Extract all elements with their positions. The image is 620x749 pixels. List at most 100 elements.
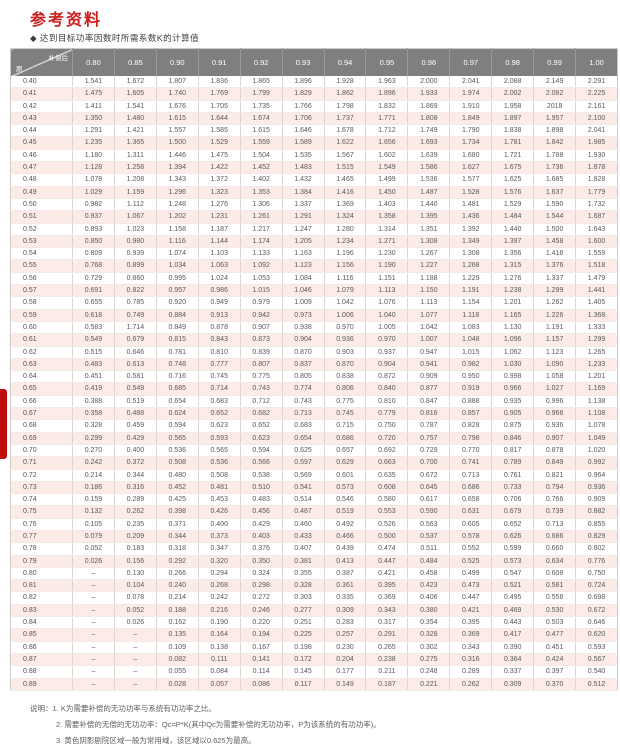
row-label: 0.57: [10, 284, 73, 298]
table-cell: 0.309: [323, 604, 366, 618]
table-cell: 0.480: [155, 469, 199, 482]
table-cell: 1.788: [533, 149, 576, 163]
row-label: 0.75: [10, 505, 73, 519]
table-cell: 0.055: [155, 665, 199, 679]
table-cell: 0.235: [113, 518, 157, 531]
table-cell: 1.230: [365, 247, 408, 261]
column-header: 0.91: [197, 48, 241, 76]
table-cell: 0.500: [365, 530, 408, 544]
table-cell: 0.328: [407, 628, 450, 642]
table-row: 0.80–0.130 0.266 0.294 0.324 0.355 0.387 0.421…: [10, 567, 618, 581]
table-cell: 0.079: [72, 530, 115, 544]
table-cell: 1.291: [281, 210, 325, 224]
table-cell: 0.787: [407, 419, 450, 433]
table-cell: 0.429: [113, 432, 157, 445]
table-cell: 0.515: [72, 346, 115, 359]
table-cell: 0.549: [72, 333, 115, 347]
table-cell: 0.473: [449, 579, 492, 593]
table-cell: 0.390: [491, 641, 534, 654]
table-cell: 0.242: [197, 591, 241, 605]
table-cell: 0.487: [281, 505, 325, 519]
row-label: 0.51: [10, 210, 73, 224]
row-label: 0.47: [10, 161, 73, 175]
table-row: 0.47 1.128 1.258 1.394 1.422 1.452 1.483 1.515 1…: [10, 161, 618, 175]
table-cell: 1.600: [575, 235, 618, 249]
table-cell: 0.837: [281, 358, 325, 372]
table-cell: 1.799: [239, 87, 283, 101]
table-cell: 0.156: [113, 555, 157, 568]
row-label: 0.43: [10, 112, 73, 126]
table-cell: 0.135: [155, 628, 199, 642]
table-cell: 0.658: [449, 493, 492, 507]
table-cell: 1.343: [155, 173, 199, 187]
table-cell: 0.713: [449, 469, 492, 482]
table-cell: 0.447: [365, 555, 408, 568]
table-cell: 0.739: [533, 505, 576, 519]
table-cell: 1.027: [533, 382, 576, 396]
table-cell: 0.620: [575, 628, 618, 642]
table-cell: 2.000: [407, 76, 450, 89]
table-cell: 0.451: [72, 370, 115, 384]
table-cell: 1.048: [449, 333, 492, 347]
table-cell: 0.466: [323, 530, 366, 544]
table-cell: 0.483: [72, 358, 115, 372]
table-cell: 1.416: [323, 186, 366, 199]
table-cell: 0.713: [281, 407, 325, 421]
table-row: 0.74 0.159 0.289 0.425 0.453 0.483 0.514 0.546 0…: [10, 493, 618, 507]
row-label: 0.77: [10, 530, 73, 544]
table-cell: 0.484: [407, 555, 450, 568]
table-row: 0.64 0.451 0.581 0.716 0.745 0.775 0.805 0.838 0…: [10, 370, 618, 384]
table-cell: 1.023: [113, 223, 157, 236]
table-cell: 1.440: [491, 223, 534, 236]
table-cell: 0.186: [72, 481, 115, 495]
table-cell: 0.624: [155, 407, 199, 421]
table-cell: 1.262: [533, 296, 576, 310]
table-cell: 1.862: [323, 87, 366, 101]
table-cell: 1.007: [407, 333, 450, 347]
table-cell: 1.639: [407, 149, 450, 163]
table-cell: 2.100: [575, 112, 618, 126]
table-cell: 0.355: [281, 567, 325, 581]
footnote-line: 说明：1. K为需要补偿的无功功率与系统有功功率之比。: [30, 704, 216, 713]
table-row: 0.89– –0.028 0.057 0.086 0.117 0.149 0.187 0.22…: [10, 678, 618, 691]
table-cell: 0.164: [197, 628, 241, 642]
column-header: 0.95: [365, 48, 408, 76]
table-cell: 0.907: [533, 432, 576, 445]
table-cell: 1.500: [533, 223, 576, 236]
table-cell: 1.615: [239, 124, 283, 138]
row-label: 0.60: [10, 321, 73, 335]
table-cell: 0.132: [72, 505, 115, 519]
table-cell: 0.563: [407, 518, 450, 531]
table-cell: 0.877: [407, 382, 450, 396]
row-label: 0.80: [10, 567, 73, 581]
table-cell: 0.565: [197, 444, 241, 458]
corner-label-original: 原: [16, 66, 23, 73]
table-cell: 1.299: [575, 333, 618, 347]
table-cell: 1.910: [449, 100, 492, 113]
row-label: 0.74: [10, 493, 73, 507]
table-cell: 1.208: [113, 173, 157, 187]
table-cell: 1.687: [575, 210, 618, 224]
table-cell: 0.225: [281, 628, 325, 642]
table-cell: 0.549: [113, 382, 157, 396]
table-cell: 0.510: [239, 481, 283, 495]
table-cell: 1.674: [239, 112, 283, 126]
table-cell: 0.283: [323, 616, 366, 630]
table-cell: 0.838: [323, 370, 366, 384]
table-cell: 1.397: [491, 235, 534, 249]
row-label: 0.49: [10, 186, 73, 199]
table-cell: 1.541: [72, 76, 115, 89]
table-cell: 0.779: [365, 407, 408, 421]
table-cell: –: [72, 628, 115, 642]
table-cell: 1.450: [365, 186, 408, 199]
table-row: 0.44 1.291 1.421 1.557 1.585 1.615 1.646 1.678 1…: [10, 124, 618, 138]
table-cell: 1.480: [113, 112, 157, 126]
table-cell: 0.652: [197, 407, 241, 421]
table-cell: 0.919: [449, 382, 492, 396]
table-cell: 0.343: [365, 604, 408, 618]
table-cell: 0.645: [407, 481, 450, 495]
row-label: 0.41: [10, 87, 73, 101]
table-row: 0.75 0.132 0.262 0.398 0.426 0.456 0.487 0.519 0…: [10, 505, 618, 519]
table-cell: 1.790: [449, 124, 492, 138]
table-cell: 0.817: [491, 444, 534, 458]
